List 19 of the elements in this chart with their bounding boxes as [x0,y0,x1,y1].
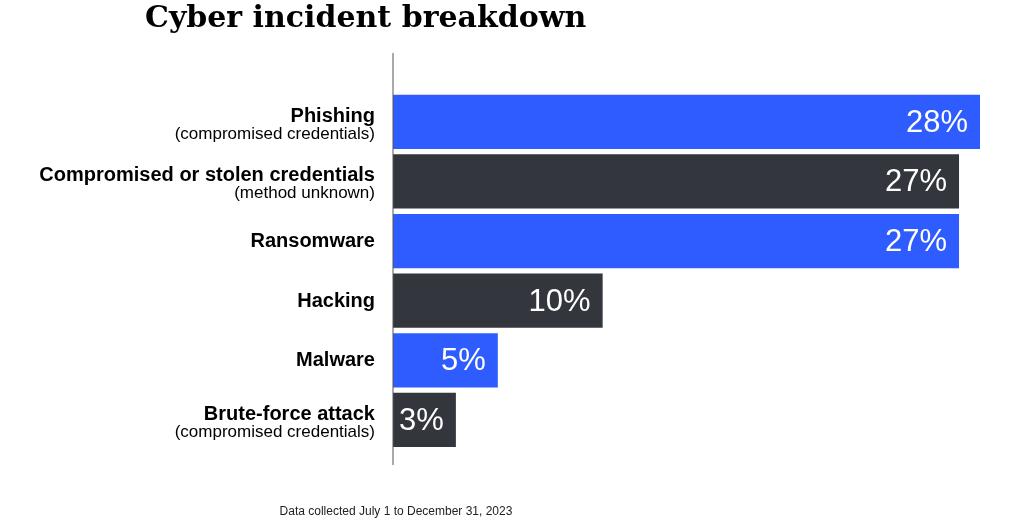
chart-title: Cyber incident breakdown [145,0,587,34]
bar [393,273,603,328]
category-label: Phishing (compromised credentials) [174,103,375,143]
data-label: 27% [884,223,948,259]
data-label: 3% [399,401,444,437]
bar [393,94,980,149]
data-label: 5% [441,342,486,378]
y-tick-label: Hacking [297,288,375,311]
text: Data collected July 1 to December 31, 2023 [279,504,513,518]
bar [393,213,960,269]
data-label: 10% [528,282,591,318]
data-label: 28% [905,103,968,139]
y-tick-label: Ransomware [250,229,375,252]
data-label: 27% [884,163,948,199]
bar [393,154,960,209]
y-tick-label: Malware [296,348,375,371]
category-label: Compromised or stolen credentials (method unknown) [39,163,375,203]
bar [393,333,498,388]
category-label: Brute-force attack (compromised credentials) [174,401,375,441]
